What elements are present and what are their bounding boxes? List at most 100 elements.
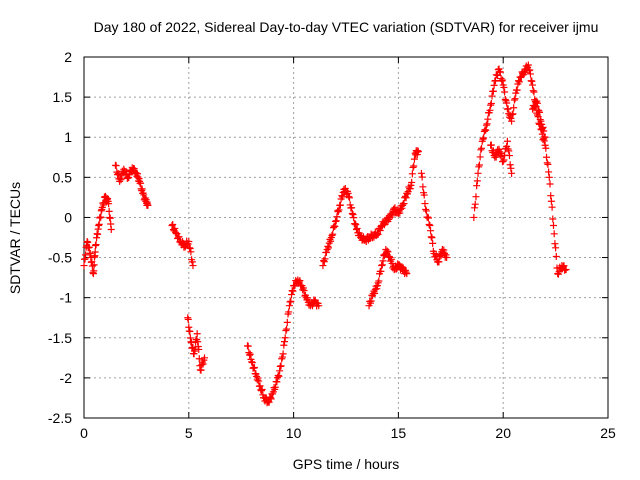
data-point: [509, 110, 517, 118]
data-point: [345, 194, 353, 202]
data-point: [417, 169, 425, 177]
data-point: [550, 221, 558, 229]
data-point: [549, 215, 557, 223]
data-point: [489, 87, 497, 95]
data-point: [380, 221, 388, 229]
y-tick-label: -2: [60, 370, 73, 386]
data-point: [547, 192, 555, 200]
data-point: [538, 120, 546, 128]
data-point: [402, 194, 410, 202]
data-point: [536, 116, 544, 124]
data-point: [498, 77, 506, 85]
data-point: [501, 88, 509, 96]
data-point: [529, 87, 537, 95]
data-point: [283, 318, 291, 326]
data-point: [487, 100, 495, 108]
data-point: [125, 171, 133, 179]
data-point: [384, 248, 392, 256]
data-point: [420, 191, 428, 199]
data-point: [279, 350, 287, 358]
data-point: [441, 249, 449, 257]
data-point: [410, 155, 418, 163]
data-point: [327, 237, 335, 245]
axis-ticks: 0 5 10 15 20 25 -2.5 -2 -1.5 -1 -0.5 0 0.5 1 1.5 2: [48, 49, 616, 441]
data-point: [315, 302, 323, 310]
data-point: [199, 360, 207, 368]
data-point: [171, 224, 179, 232]
data-point: [186, 327, 194, 335]
data-point: [508, 169, 516, 177]
data-point: [285, 308, 293, 316]
data-point: [278, 353, 286, 361]
plot-area-border: [83, 56, 609, 419]
data-point: [169, 221, 177, 229]
data-point: [333, 213, 341, 221]
y-tick-label: 1: [64, 129, 72, 145]
data-point: [500, 83, 508, 91]
data-point: [116, 177, 124, 185]
data-point: [515, 78, 523, 86]
data-point: [533, 99, 541, 107]
data-point: [117, 176, 125, 184]
y-tick-label: 1.5: [53, 89, 73, 105]
data-point: [105, 207, 113, 215]
data-point: [285, 302, 293, 310]
data-point: [339, 193, 347, 201]
data-point: [283, 325, 291, 333]
data-point: [424, 213, 432, 221]
data-point: [349, 210, 357, 218]
data-point: [542, 144, 550, 152]
data-point: [427, 227, 435, 235]
data-point: [526, 70, 534, 78]
y-tick-label: 0: [64, 209, 72, 225]
data-point: [407, 181, 415, 189]
data-point: [324, 242, 332, 250]
data-point: [328, 231, 336, 239]
data-point: [116, 174, 124, 182]
y-tick-label: 0.5: [53, 169, 73, 185]
data-point: [281, 338, 289, 346]
data-point: [482, 126, 490, 134]
data-point: [352, 221, 360, 229]
data-point: [507, 164, 515, 172]
data-point: [512, 89, 520, 97]
data-point: [276, 367, 284, 375]
data-point: [296, 277, 304, 285]
data-point: [267, 394, 275, 402]
data-point: [408, 170, 416, 178]
data-point: [472, 193, 480, 201]
data-point: [281, 334, 289, 342]
x-tick-label: 15: [391, 425, 407, 441]
data-point: [334, 207, 342, 215]
data-point: [275, 372, 283, 380]
data-point: [541, 133, 549, 141]
data-point: [532, 99, 540, 107]
data-point: [344, 189, 352, 197]
data-point: [552, 253, 560, 261]
data-point: [510, 104, 518, 112]
data-point: [295, 278, 303, 286]
data-point: [348, 204, 356, 212]
data-point: [492, 77, 500, 85]
data-point: [536, 108, 544, 116]
data-point: [504, 105, 512, 113]
data-point: [332, 217, 340, 225]
data-point: [474, 169, 482, 177]
data-point: [543, 153, 551, 161]
x-tick-label: 20: [495, 425, 511, 441]
data-point: [409, 163, 417, 171]
data-point: [289, 287, 297, 295]
data-point: [274, 371, 282, 379]
data-point: [257, 387, 265, 395]
data-point: [144, 201, 152, 209]
data-point: [90, 267, 98, 275]
data-point: [350, 214, 358, 222]
data-point: [513, 86, 521, 94]
data-point: [378, 261, 386, 269]
data-point: [508, 117, 516, 125]
data-point: [287, 297, 295, 305]
grid: [84, 57, 608, 418]
data-point: [280, 341, 288, 349]
data-point: [473, 182, 481, 190]
data-point: [480, 127, 488, 135]
